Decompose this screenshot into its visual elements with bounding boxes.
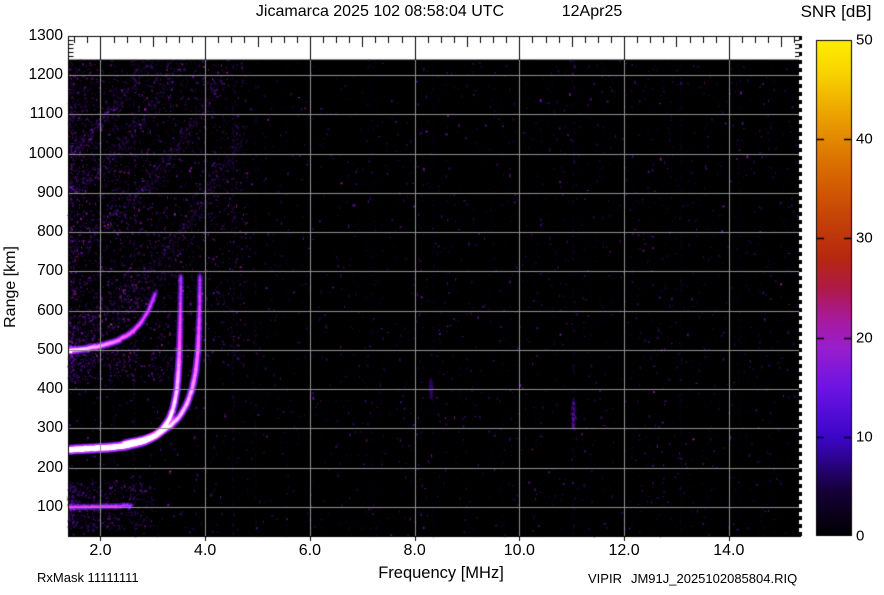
plot-date: 12Apr25 [561, 3, 623, 20]
filename-label: JM91J_2025102085804.RIQ [630, 571, 798, 586]
rxmask-label: RxMask 11111111 [37, 570, 139, 585]
colorbar-title: SNR [dB] [800, 2, 872, 21]
file-info: VIPIR JM91J_2025102085804.RIQ [588, 571, 797, 586]
plot-title: Jicamarca 2025 102 08:58:04 UTC [255, 3, 505, 20]
y-axis-label: Range [km] [2, 246, 19, 328]
x-axis-label: Frequency [MHz] [378, 564, 504, 582]
instrument-label: VIPIR [588, 571, 622, 586]
